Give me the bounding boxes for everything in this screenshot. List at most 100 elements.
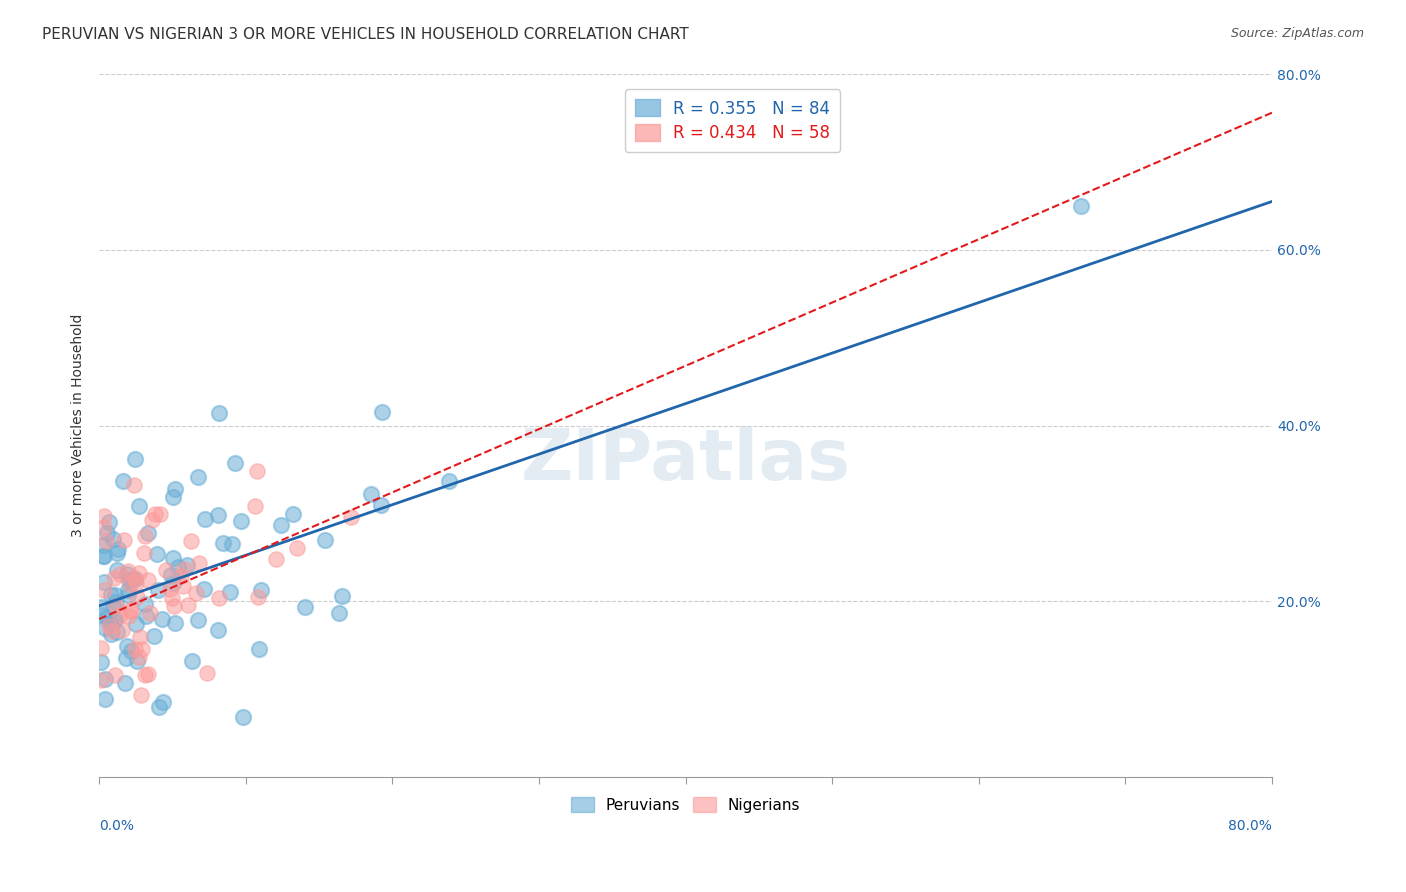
Point (176, 558, 198, 572)
Point (162, 551, 184, 566)
Point (93, 520, 115, 534)
Point (125, 617, 148, 632)
Point (162, 490, 184, 504)
Point (118, 576, 141, 591)
Point (173, 562, 195, 576)
Point (104, 668, 127, 682)
Point (330, 589, 353, 603)
Point (150, 612, 173, 626)
Point (285, 541, 308, 556)
Text: 80.0%: 80.0% (1227, 820, 1272, 833)
Point (188, 557, 211, 571)
Point (141, 514, 163, 528)
Point (207, 508, 229, 522)
Point (104, 611, 127, 625)
Point (148, 582, 170, 597)
Point (101, 624, 124, 639)
Point (208, 406, 231, 420)
Y-axis label: 3 or more Vehicles in Household: 3 or more Vehicles in Household (72, 314, 86, 537)
Point (180, 533, 202, 548)
Point (249, 642, 271, 657)
Point (115, 639, 138, 653)
Point (124, 571, 146, 585)
Point (131, 642, 153, 657)
Point (129, 688, 152, 702)
Point (93, 574, 115, 589)
Point (360, 487, 382, 501)
Point (100, 626, 122, 640)
Point (103, 614, 125, 628)
Point (162, 575, 184, 590)
Point (118, 609, 141, 624)
Point (212, 536, 235, 550)
Point (108, 608, 131, 623)
Point (181, 654, 204, 668)
Point (246, 464, 269, 478)
Point (117, 588, 139, 602)
Point (93, 583, 115, 598)
Point (97, 619, 120, 633)
Point (437, 474, 460, 488)
Point (104, 595, 127, 609)
Point (328, 606, 350, 620)
Point (128, 650, 150, 665)
Point (114, 650, 136, 665)
Point (177, 599, 200, 613)
Point (124, 451, 146, 466)
Point (136, 574, 159, 588)
Point (96, 610, 118, 624)
Point (98, 616, 121, 631)
Point (134, 668, 156, 682)
Point (1070, 199, 1092, 213)
Point (105, 599, 128, 613)
Point (93, 621, 115, 635)
Point (120, 603, 142, 617)
Point (270, 517, 292, 532)
Point (114, 676, 136, 690)
Point (112, 475, 135, 489)
Point (155, 563, 177, 577)
Point (281, 507, 304, 521)
Point (152, 695, 174, 709)
Text: Source: ZipAtlas.com: Source: ZipAtlas.com (1230, 27, 1364, 40)
Point (127, 591, 149, 605)
Point (340, 510, 363, 524)
Point (148, 700, 170, 714)
Point (169, 568, 191, 582)
Point (118, 573, 141, 587)
Point (370, 498, 392, 512)
Point (163, 615, 186, 630)
Point (294, 599, 316, 614)
Point (264, 551, 287, 566)
Point (207, 623, 229, 637)
Point (90, 641, 112, 656)
Point (208, 591, 231, 606)
Point (124, 573, 146, 587)
Point (121, 572, 143, 586)
Point (104, 588, 127, 602)
Point (96, 525, 118, 540)
Point (232, 710, 254, 724)
Point (128, 566, 150, 580)
Point (250, 582, 273, 597)
Point (193, 582, 215, 597)
Point (100, 589, 122, 603)
Text: 0.0%: 0.0% (100, 820, 134, 833)
Text: ZIPatlas: ZIPatlas (520, 426, 851, 495)
Point (224, 457, 246, 471)
Point (166, 560, 188, 574)
Point (184, 586, 207, 600)
Point (107, 541, 129, 556)
Point (134, 597, 156, 611)
Point (91, 538, 114, 552)
Point (125, 654, 148, 668)
Point (135, 608, 157, 623)
Legend: Peruvians, Nigerians: Peruvians, Nigerians (565, 790, 807, 819)
Point (134, 529, 156, 543)
Point (110, 623, 132, 637)
Point (143, 629, 166, 643)
Point (245, 499, 267, 513)
Point (163, 599, 186, 613)
Point (149, 507, 172, 521)
Point (165, 482, 187, 496)
